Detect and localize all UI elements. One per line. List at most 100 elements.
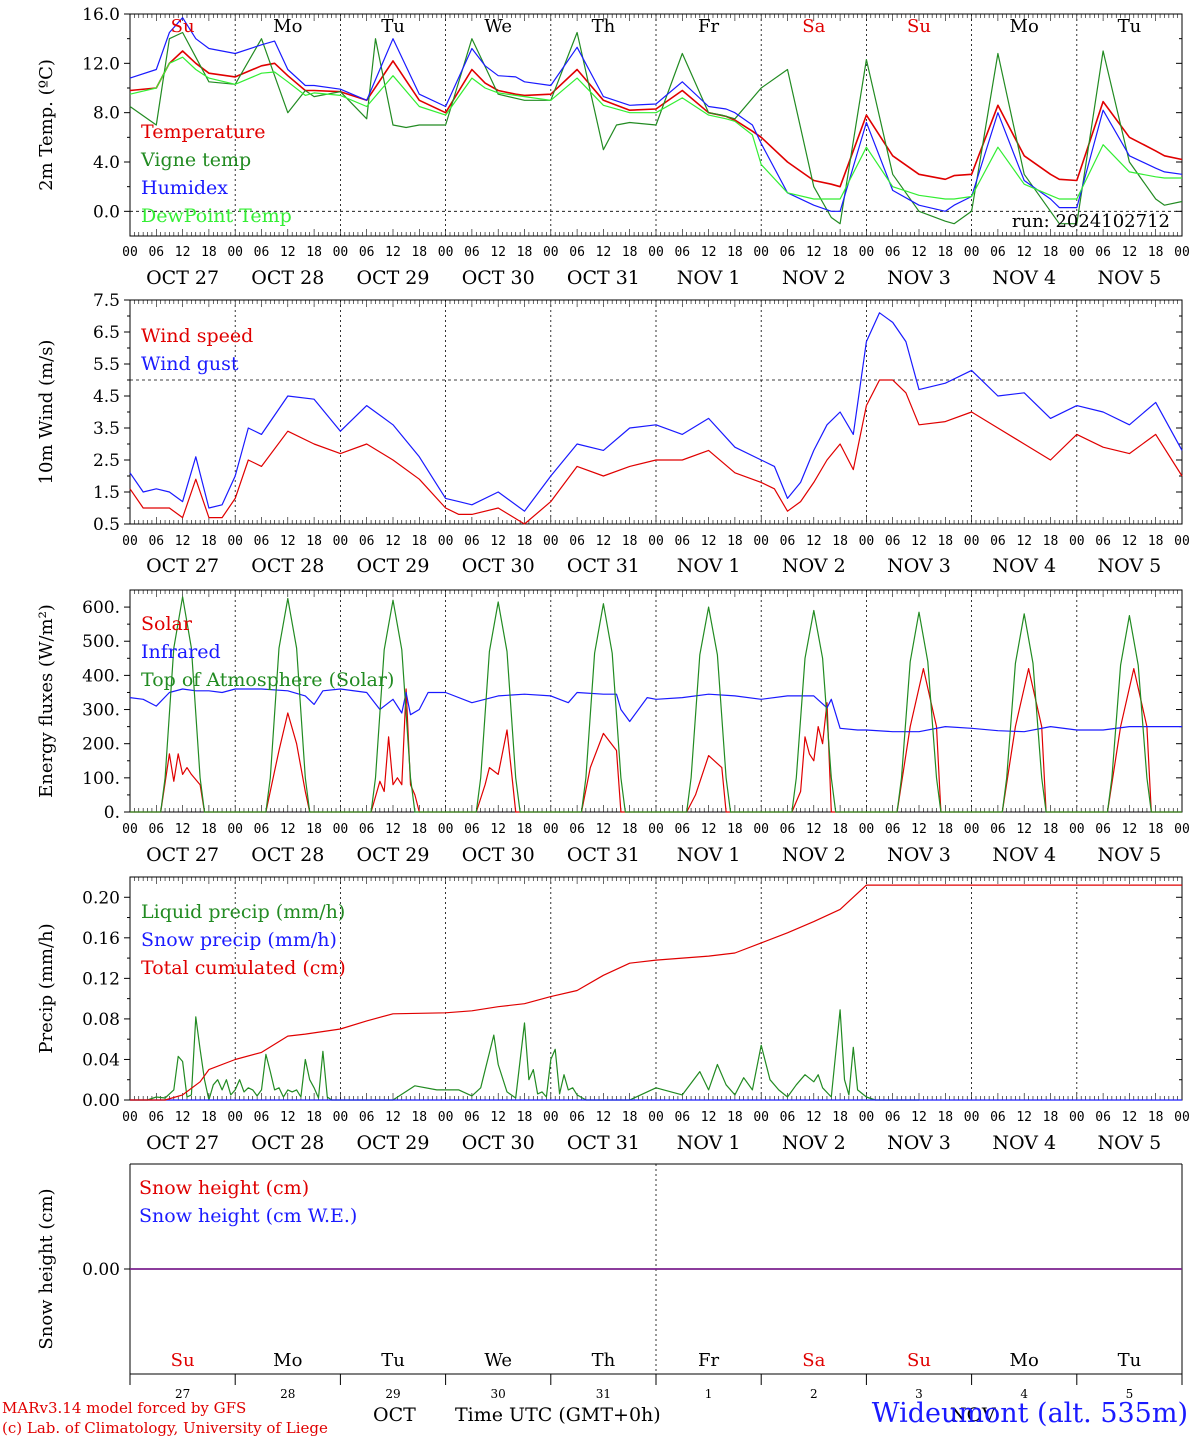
hour-tick-label: 00 [227, 245, 243, 260]
date-label: OCT 30 [462, 844, 535, 866]
hour-tick-label: 12 [1122, 245, 1138, 260]
hour-tick-label: 06 [674, 1110, 690, 1125]
hour-tick-label: 06 [674, 822, 690, 837]
hour-tick-label: 18 [622, 245, 638, 260]
y-tick-label: 5.5 [93, 355, 120, 375]
y-tick-label: 6.5 [93, 323, 120, 343]
hour-tick-label: 12 [701, 822, 717, 837]
y-tick-label: 8.0 [93, 104, 120, 124]
hour-tick-label: 12 [175, 1110, 191, 1125]
hour-tick-label: 06 [254, 534, 270, 549]
run-label: run: 2024102712 [1012, 211, 1170, 232]
weekday-label-bottom: Tu [381, 1350, 405, 1371]
hour-tick-label: 00 [1174, 1110, 1190, 1125]
hour-tick-label: 00 [333, 822, 349, 837]
date-label: NOV 4 [992, 267, 1056, 289]
hour-tick-label: 00 [543, 534, 559, 549]
day-number-label: 29 [385, 1387, 400, 1401]
weekday-label-bottom: Mo [1010, 1350, 1039, 1371]
y-tick-label: 0.00 [82, 1091, 120, 1111]
date-label: OCT 30 [462, 555, 535, 577]
hour-tick-label: 00 [227, 822, 243, 837]
hour-tick-label: 06 [464, 534, 480, 549]
date-label: OCT 28 [251, 267, 324, 289]
hour-tick-label: 06 [674, 534, 690, 549]
hour-tick-label: 00 [227, 1110, 243, 1125]
y-axis-label: Snow height (cm) [36, 1188, 57, 1349]
hour-tick-label: 00 [648, 822, 664, 837]
hour-tick-label: 18 [1043, 534, 1059, 549]
hour-tick-label: 12 [701, 534, 717, 549]
hour-tick-label: 12 [490, 245, 506, 260]
hour-tick-label: 06 [148, 1110, 164, 1125]
hour-tick-label: 12 [385, 1110, 401, 1125]
hour-tick-label: 06 [674, 245, 690, 260]
hour-tick-label: 00 [859, 534, 875, 549]
legend-entry: Vigne temp [140, 149, 251, 171]
hour-tick-label: 12 [1016, 1110, 1032, 1125]
date-label: NOV 2 [782, 555, 846, 577]
hour-tick-label: 00 [122, 534, 138, 549]
date-label: OCT 29 [356, 1132, 429, 1154]
hour-tick-label: 00 [964, 245, 980, 260]
hour-tick-label: 00 [859, 245, 875, 260]
day-number-label: 28 [280, 1387, 295, 1401]
date-label: OCT 27 [146, 555, 219, 577]
date-label: NOV 1 [677, 555, 741, 577]
hour-tick-label: 00 [1069, 1110, 1085, 1125]
hour-tick-label: 12 [596, 1110, 612, 1125]
legend-entry: DewPoint Temp [141, 205, 292, 227]
date-label: NOV 1 [677, 844, 741, 866]
hour-tick-label: 18 [201, 822, 217, 837]
hour-tick-label: 12 [490, 1110, 506, 1125]
hour-tick-label: 12 [806, 534, 822, 549]
date-label: NOV 5 [1098, 844, 1162, 866]
hour-tick-label: 18 [201, 1110, 217, 1125]
hour-tick-label: 00 [122, 245, 138, 260]
hour-tick-label: 00 [438, 1110, 454, 1125]
hour-tick-label: 12 [490, 534, 506, 549]
credit-lab: (c) Lab. of Climatology, University of L… [2, 1419, 328, 1437]
hour-tick-label: 00 [1069, 822, 1085, 837]
hour-tick-label: 06 [780, 822, 796, 837]
hour-tick-label: 06 [780, 245, 796, 260]
weekday-label-bottom: Th [592, 1350, 616, 1371]
legend-entry: Snow precip (mm/h) [141, 929, 337, 951]
legend-entry: Solar [141, 613, 193, 635]
hour-tick-label: 18 [832, 1110, 848, 1125]
hour-tick-label: 12 [1122, 534, 1138, 549]
hour-tick-label: 00 [964, 534, 980, 549]
hour-tick-label: 18 [727, 1110, 743, 1125]
hour-tick-label: 12 [175, 534, 191, 549]
date-label: NOV 3 [887, 267, 951, 289]
hour-tick-label: 00 [964, 822, 980, 837]
hour-tick-label: 00 [438, 534, 454, 549]
station-name: Wideumont (alt. 535m) [872, 1398, 1188, 1429]
hour-tick-label: 06 [1095, 245, 1111, 260]
hour-tick-label: 12 [1016, 822, 1032, 837]
hour-tick-label: 06 [990, 245, 1006, 260]
hour-tick-label: 18 [937, 822, 953, 837]
hour-tick-label: 18 [832, 534, 848, 549]
weekday-label-top: Tu [381, 16, 405, 37]
y-tick-label: 16.0 [82, 5, 120, 25]
date-label: NOV 2 [782, 267, 846, 289]
date-label: NOV 5 [1098, 1132, 1162, 1154]
hour-tick-label: 18 [727, 822, 743, 837]
hour-tick-label: 00 [122, 1110, 138, 1125]
hour-tick-label: 06 [990, 822, 1006, 837]
y-axis-label: 2m Temp. (ºC) [36, 59, 57, 191]
weekday-label-top: Sa [802, 16, 825, 37]
legend-entry: Infrared [141, 641, 221, 663]
hour-tick-label: 12 [701, 245, 717, 260]
date-label: OCT 31 [567, 1132, 640, 1154]
hour-tick-label: 06 [254, 1110, 270, 1125]
hour-tick-label: 00 [753, 245, 769, 260]
hour-tick-label: 18 [1148, 534, 1164, 549]
weekday-label-top: Tu [1118, 16, 1142, 37]
weekday-label-top: Th [592, 16, 616, 37]
legend-entry: Snow height (cm) [139, 1177, 309, 1199]
hour-tick-label: 18 [306, 245, 322, 260]
hour-tick-label: 00 [1174, 245, 1190, 260]
weekday-label-top: We [484, 16, 512, 37]
